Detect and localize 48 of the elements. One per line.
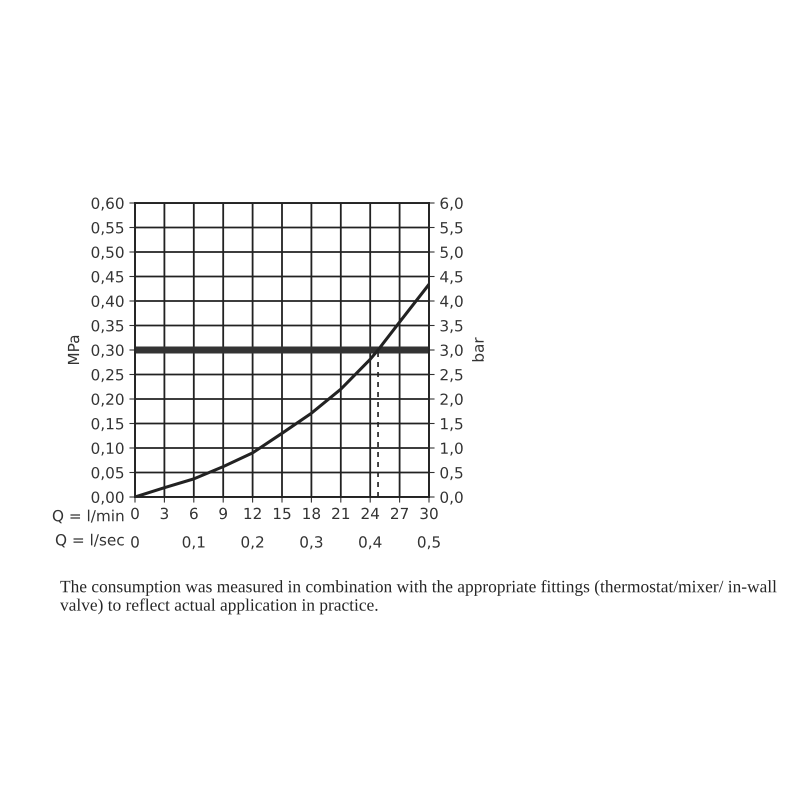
y2-tick-label: 5,0 xyxy=(440,246,463,260)
y-tick-label: 0,25 xyxy=(92,368,124,382)
y-tick-label: 0,05 xyxy=(92,466,124,480)
y-tick-label: 0,15 xyxy=(92,418,124,432)
y-tick-label: 0,35 xyxy=(92,320,124,334)
y-tick-label: 0,45 xyxy=(92,270,124,284)
y2-tick-label: 4,0 xyxy=(440,295,463,309)
x-tick-label: 27 xyxy=(391,508,408,520)
x2-tick-label: 0,1 xyxy=(182,536,205,550)
y2-tick-label: 5,5 xyxy=(440,222,462,236)
x-tick-label: 24 xyxy=(362,508,380,520)
x2-tick-label: 0,3 xyxy=(300,536,322,550)
y2-tick-label: 0,0 xyxy=(440,491,463,505)
x-tick-label: 3 xyxy=(160,508,168,520)
y-tick-label: 0,00 xyxy=(92,491,124,505)
x-tick-label: 12 xyxy=(244,508,261,520)
y2-tick-label: 4,5 xyxy=(440,271,462,284)
x-tick-label: 15 xyxy=(274,508,290,520)
x-tick-label: 0 xyxy=(131,508,139,520)
x-tick-label: 6 xyxy=(190,508,198,520)
y2-axis-title: bar xyxy=(472,337,484,362)
y2-tick-label: 3,0 xyxy=(440,344,463,358)
text: The consumption was measured in combination with the appropriate fittings (thermostat/mixer/ in-wall valve) to reflect actual application in practice. xyxy=(60,580,777,614)
y2-tick-label: 0,5 xyxy=(440,466,462,480)
y2-tick-label: 2,5 xyxy=(440,368,462,382)
x2-tick-label: 0,4 xyxy=(359,536,382,550)
y-tick-label: 0,20 xyxy=(92,393,124,407)
x-tick-label: 30 xyxy=(420,508,438,520)
y-tick-label: 0,30 xyxy=(92,344,124,358)
y-tick-label: 0,55 xyxy=(92,222,124,236)
x2-tick-label: 0 xyxy=(131,536,139,548)
y-axis-title: MPa xyxy=(68,336,80,364)
y2-tick-label: 6,0 xyxy=(440,197,463,211)
y-tick-label: 0,10 xyxy=(92,442,124,456)
x-tick-label: 18 xyxy=(303,508,320,520)
y-tick-label: 0,50 xyxy=(92,246,124,260)
y2-tick-label: 1,0 xyxy=(441,442,463,456)
y-tick-label: 0,40 xyxy=(92,295,124,309)
y2-tick-label: 2,0 xyxy=(440,393,463,407)
x-axis-title: Q = l/min xyxy=(52,510,124,524)
x2-axis-title: Q = l/sec xyxy=(56,534,124,548)
y-tick-label: 0,60 xyxy=(92,197,124,211)
x-tick-label: 9 xyxy=(219,508,227,520)
x2-tick-label: 0,5 xyxy=(418,536,440,550)
y2-tick-label: 3,5 xyxy=(440,320,462,334)
x2-tick-label: 0,2 xyxy=(241,536,264,550)
y2-tick-label: 1,5 xyxy=(441,418,462,432)
x-tick-label: 21 xyxy=(332,508,350,520)
